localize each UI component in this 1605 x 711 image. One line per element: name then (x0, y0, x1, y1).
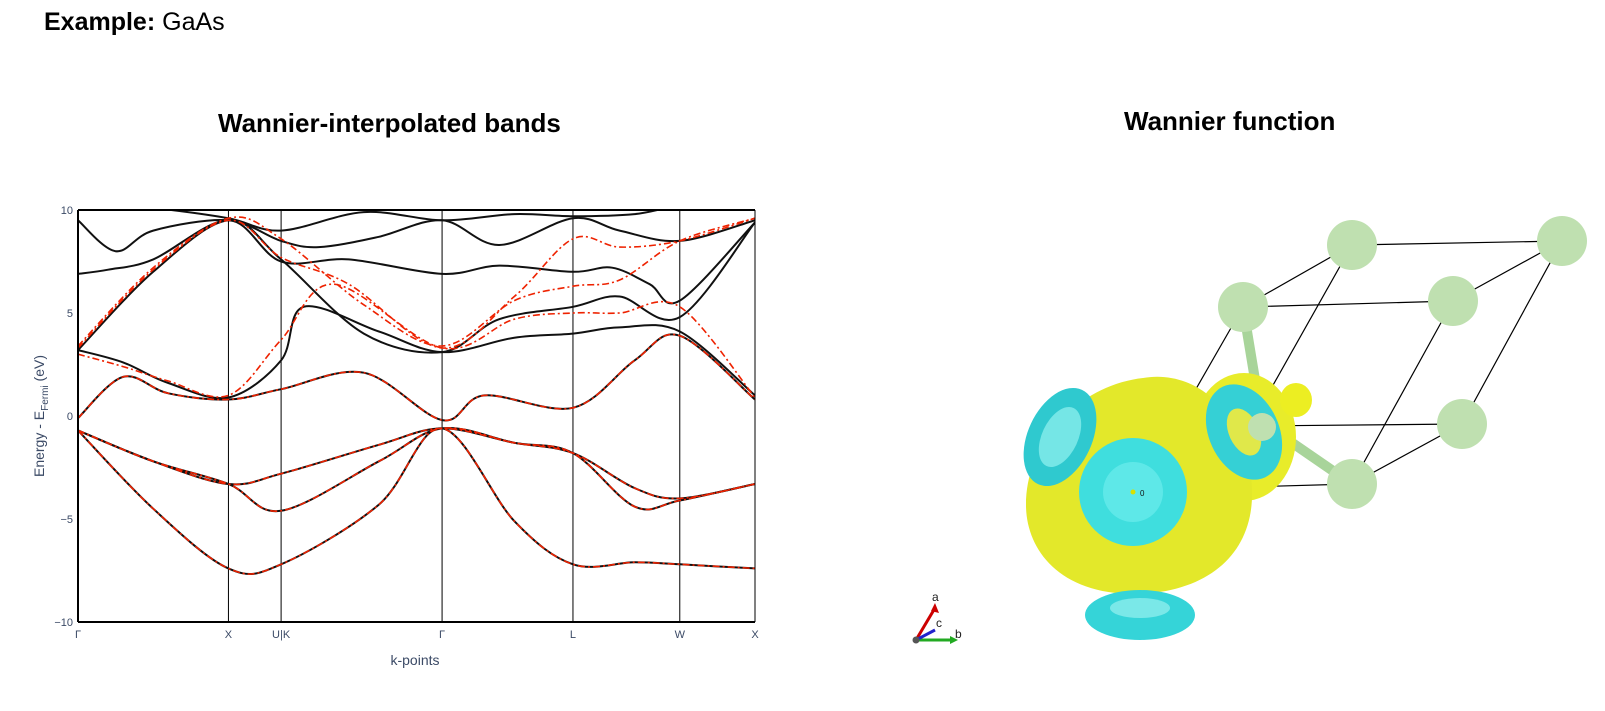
axis-b-label: b (955, 627, 962, 641)
x-tick-label: X (225, 629, 233, 641)
x-tick-label: W (675, 629, 686, 641)
wannier-function-title: Wannier function (1124, 106, 1336, 136)
wannier-band-9 (78, 216, 755, 347)
x-tick-label: Γ (75, 629, 81, 641)
y-tick-label: −10 (54, 617, 73, 629)
y-tick-label: 5 (67, 308, 73, 320)
y-axis-label-main: Energy - E (31, 411, 47, 477)
atom-spheres (1218, 216, 1587, 509)
yellow-lobe-tiny (1280, 383, 1312, 417)
wannier-band-14 (78, 427, 755, 512)
example-prefix: Example: (44, 8, 156, 36)
axis-b-arrowhead (950, 636, 958, 644)
example-heading: Example: GaAs (44, 8, 225, 37)
material-name: GaAs (162, 8, 225, 36)
y-tick-labels: −10 −5 0 5 10 (54, 205, 73, 629)
cyan-lobe-bottom-highlight (1110, 598, 1170, 618)
x-tick-label: Γ (439, 629, 445, 641)
axis-origin (912, 636, 920, 644)
band-lines (78, 210, 755, 576)
orientation-axes: a b c (912, 590, 962, 644)
wannier-band-10 (78, 217, 755, 349)
atom-center-marker (1130, 489, 1136, 495)
cyan-lobe-left-inner (1038, 407, 1082, 467)
wannier-function-render[interactable]: 0 (1009, 216, 1587, 640)
bands-chart-title: Wannier-interpolated bands (218, 108, 561, 138)
wannier-band-11 (78, 283, 755, 399)
x-tick-label: X (751, 629, 759, 641)
y-tick-label: −5 (60, 514, 73, 526)
axis-c-arrow (915, 628, 936, 642)
wannier-band-15 (78, 427, 755, 575)
axis-a-label: a (932, 590, 939, 604)
x-tick-labels: Γ X U|K Γ L W X (75, 629, 759, 641)
x-tick-label: U|K (272, 629, 291, 641)
dft-band-0 (162, 210, 662, 232)
dft-band-4 (78, 219, 755, 354)
kpoint-lines (227, 210, 681, 622)
dft-band-1 (78, 216, 755, 253)
x-axis-label: k-points (390, 652, 439, 668)
dft-band-2 (78, 219, 755, 305)
dft-band-3 (78, 305, 755, 400)
x-tick-label: L (570, 629, 576, 641)
y-tick-label: 10 (61, 205, 73, 217)
axis-a-arrowhead (931, 603, 939, 613)
axis-c-label: c (936, 616, 942, 630)
axis-a-arrow (914, 607, 937, 641)
y-axis-label: Energy - EFermi (eV) (31, 355, 51, 477)
y-axis-label-subscript: Fermi (40, 385, 51, 411)
atom-index-label: 0 (1140, 489, 1145, 498)
y-axis-label-unit: (eV) (31, 355, 47, 385)
wannier-band-13 (78, 427, 755, 500)
y-tick-label: 0 (67, 411, 73, 423)
wannier-band-12 (78, 333, 755, 422)
